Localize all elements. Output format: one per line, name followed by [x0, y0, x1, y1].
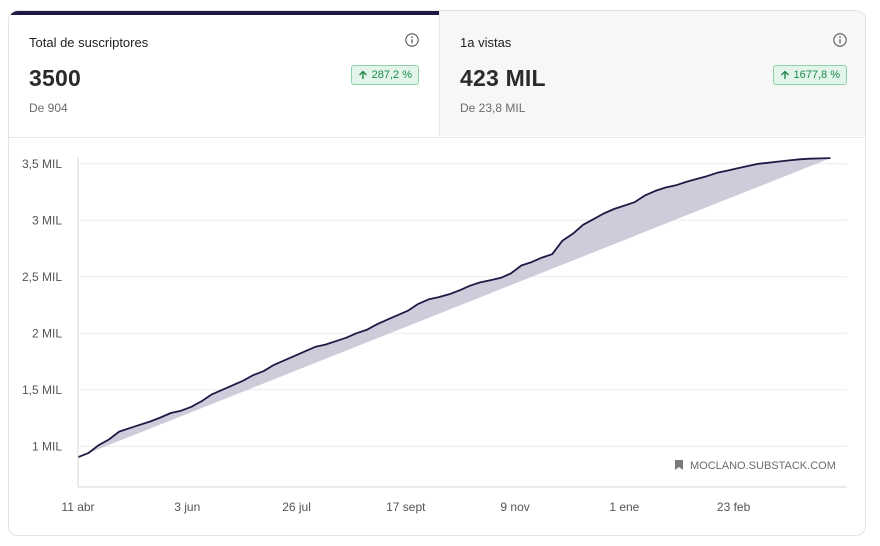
series-line [77, 157, 831, 459]
x-tick-label: 9 nov [500, 500, 529, 514]
subscriber-stats-card: Total de suscriptores 3500 287,2 % De 90… [8, 10, 866, 536]
arrow-up-icon [780, 70, 789, 79]
y-tick-label: 2,5 MIL [22, 270, 62, 284]
chart-canvas: 1 MIL 1,5 MIL 2 MIL 2,5 MIL 3 MIL 3,5 MIL 11 … [22, 157, 847, 514]
bookmark-icon [675, 460, 683, 470]
change-value: 287,2 % [371, 69, 412, 81]
metric-tabs: Total de suscriptores 3500 287,2 % De 90… [9, 11, 865, 138]
y-tick-label: 3,5 MIL [22, 157, 62, 171]
info-icon[interactable] [405, 33, 419, 47]
y-tick-labels: 1 MIL 1,5 MIL 2 MIL 2,5 MIL 3 MIL 3,5 MIL [22, 157, 62, 454]
metric-value: 423 MIL [460, 65, 546, 91]
metric-value: 3500 [29, 65, 81, 91]
x-tick-label: 23 feb [717, 500, 751, 514]
change-value: 1677,8 % [793, 69, 840, 81]
tab-title: Total de suscriptores [29, 35, 149, 50]
y-tick-label: 1,5 MIL [22, 383, 62, 397]
tab-total-subscribers[interactable]: Total de suscriptores 3500 287,2 % De 90… [9, 11, 439, 136]
arrow-up-icon [358, 70, 367, 79]
y-tick-label: 2 MIL [32, 326, 62, 340]
watermark-text: MOCLANO.SUBSTACK.COM [690, 460, 836, 472]
y-tick-label: 3 MIL [32, 213, 62, 227]
area-fill [78, 158, 831, 458]
x-tick-label: 1 ene [609, 500, 639, 514]
previous-value: De 23,8 MIL [460, 101, 526, 115]
x-tick-label: 3 jun [174, 500, 200, 514]
tab-views[interactable]: 1a vistas 423 MIL 1677,8 % De 23,8 MIL [439, 11, 865, 136]
previous-value: De 904 [29, 101, 68, 115]
x-tick-label: 11 abr [61, 500, 94, 514]
watermark: MOCLANO.SUBSTACK.COM [675, 460, 836, 472]
subscribers-chart: 1 MIL 1,5 MIL 2 MIL 2,5 MIL 3 MIL 3,5 MIL 11 … [9, 137, 865, 535]
info-icon[interactable] [833, 33, 847, 47]
y-tick-label: 1 MIL [32, 439, 62, 453]
change-badge: 1677,8 % [772, 65, 847, 85]
x-tick-label: 26 jul [282, 500, 311, 514]
x-tick-label: 17 sept [386, 500, 426, 514]
grid-lines [78, 163, 847, 447]
x-tick-labels: 11 abr 3 jun 26 jul 17 sept 9 nov 1 ene 23 feb [61, 500, 750, 514]
change-badge: 287,2 % [350, 65, 419, 85]
tab-title: 1a vistas [460, 35, 512, 50]
